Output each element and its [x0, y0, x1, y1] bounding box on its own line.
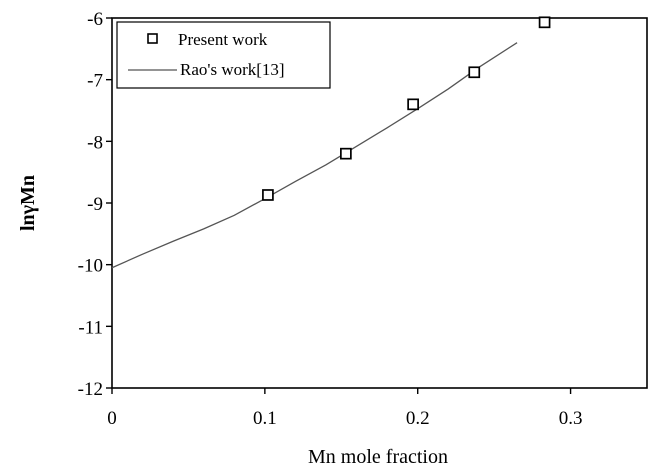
legend-box: [116, 21, 331, 89]
x-axis-title: Mn mole fraction: [308, 446, 448, 468]
x-tick-label: 0: [107, 408, 117, 429]
x-axis-ticks: 0 0.1 0.2 0.3: [107, 388, 582, 429]
present-work-point: [407, 98, 419, 111]
y-tick-label: -6: [87, 9, 103, 30]
x-tick-label: 0.1: [253, 408, 277, 429]
series-line-group: [111, 42, 518, 269]
legend: Present work Rao's work[13]: [116, 21, 331, 89]
y-axis-ticks: -6 -7 -8 -9 -10 -11 -12: [78, 9, 112, 400]
series-points-group: [262, 16, 551, 201]
legend-label-present-work: Present work: [178, 30, 268, 49]
present-work-point: [468, 66, 481, 79]
y-tick-label: -8: [87, 132, 103, 153]
present-work-point: [340, 147, 352, 160]
rao-work-line: [111, 42, 518, 269]
y-axis-title: lnγMn: [17, 175, 39, 231]
y-tick-label: -12: [78, 379, 103, 400]
present-work-point: [262, 189, 274, 201]
legend-label-rao-work: Rao's work[13]: [180, 60, 285, 79]
present-work-point: [538, 16, 551, 29]
x-tick-label: 0.3: [559, 408, 583, 429]
y-tick-label: -11: [78, 317, 103, 338]
legend-marker-present-work: [147, 33, 158, 44]
x-tick-label: 0.2: [406, 408, 430, 429]
y-tick-label: -9: [87, 194, 103, 215]
y-tick-label: -10: [78, 256, 103, 277]
y-tick-label: -7: [87, 71, 103, 92]
